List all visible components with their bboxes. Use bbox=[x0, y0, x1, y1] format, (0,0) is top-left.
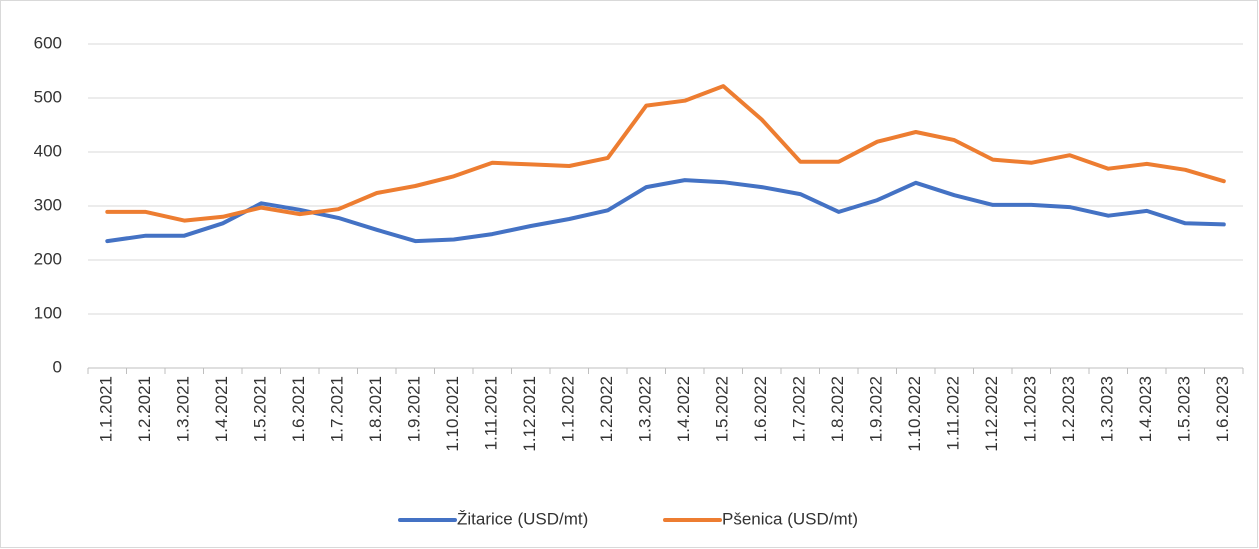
x-tick-label: 1.11.2022 bbox=[944, 376, 963, 450]
x-tick-label: 1.11.2021 bbox=[482, 376, 501, 450]
x-tick-label: 1.10.2022 bbox=[905, 376, 924, 452]
x-tick-label: 1.4.2022 bbox=[674, 376, 693, 442]
y-tick-label: 600 bbox=[34, 33, 62, 52]
x-tick-label: 1.3.2021 bbox=[174, 376, 193, 442]
legend-label: Pšenica (USD/mt) bbox=[722, 509, 858, 528]
y-tick-label: 300 bbox=[34, 195, 62, 214]
x-tick-label: 1.6.2022 bbox=[751, 376, 770, 442]
x-tick-label: 1.5.2021 bbox=[251, 376, 270, 442]
x-tick-label: 1.4.2021 bbox=[212, 376, 231, 442]
y-tick-label: 200 bbox=[34, 249, 62, 268]
x-tick-label: 1.8.2021 bbox=[366, 376, 385, 442]
x-tick-label: 1.12.2022 bbox=[982, 376, 1001, 452]
x-tick-label: 1.1.2022 bbox=[559, 376, 578, 442]
x-tick-label: 1.12.2021 bbox=[520, 376, 539, 452]
x-tick-label: 1.7.2021 bbox=[328, 376, 347, 442]
x-tick-label: 1.2.2023 bbox=[1059, 376, 1078, 442]
y-tick-label: 0 bbox=[53, 357, 62, 376]
x-tick-label: 1.1.2023 bbox=[1021, 376, 1040, 442]
x-tick-label: 1.7.2022 bbox=[790, 376, 809, 442]
x-tick-label: 1.9.2022 bbox=[867, 376, 886, 442]
series-line bbox=[105, 178, 1226, 244]
y-tick-label: 100 bbox=[34, 303, 62, 322]
x-tick-label: 1.1.2021 bbox=[97, 376, 116, 442]
x-tick-label: 1.5.2022 bbox=[713, 376, 732, 442]
x-tick-label: 1.10.2021 bbox=[443, 376, 462, 452]
x-tick-label: 1.5.2023 bbox=[1175, 376, 1194, 442]
x-tick-label: 1.3.2022 bbox=[636, 376, 655, 442]
x-tick-label: 1.6.2021 bbox=[289, 376, 308, 442]
x-tick-label: 1.8.2022 bbox=[828, 376, 847, 442]
x-tick-label: 1.2.2021 bbox=[135, 376, 154, 442]
x-tick-label: 1.2.2022 bbox=[597, 376, 616, 442]
y-tick-label: 500 bbox=[34, 87, 62, 106]
y-tick-label: 400 bbox=[34, 141, 62, 160]
legend-label: Žitarice (USD/mt) bbox=[457, 509, 588, 528]
series-line bbox=[105, 84, 1226, 223]
x-tick-label: 1.9.2021 bbox=[405, 376, 424, 442]
x-tick-label: 1.6.2023 bbox=[1213, 376, 1232, 442]
x-tick-label: 1.4.2023 bbox=[1136, 376, 1155, 442]
x-tick-label: 1.3.2023 bbox=[1098, 376, 1117, 442]
